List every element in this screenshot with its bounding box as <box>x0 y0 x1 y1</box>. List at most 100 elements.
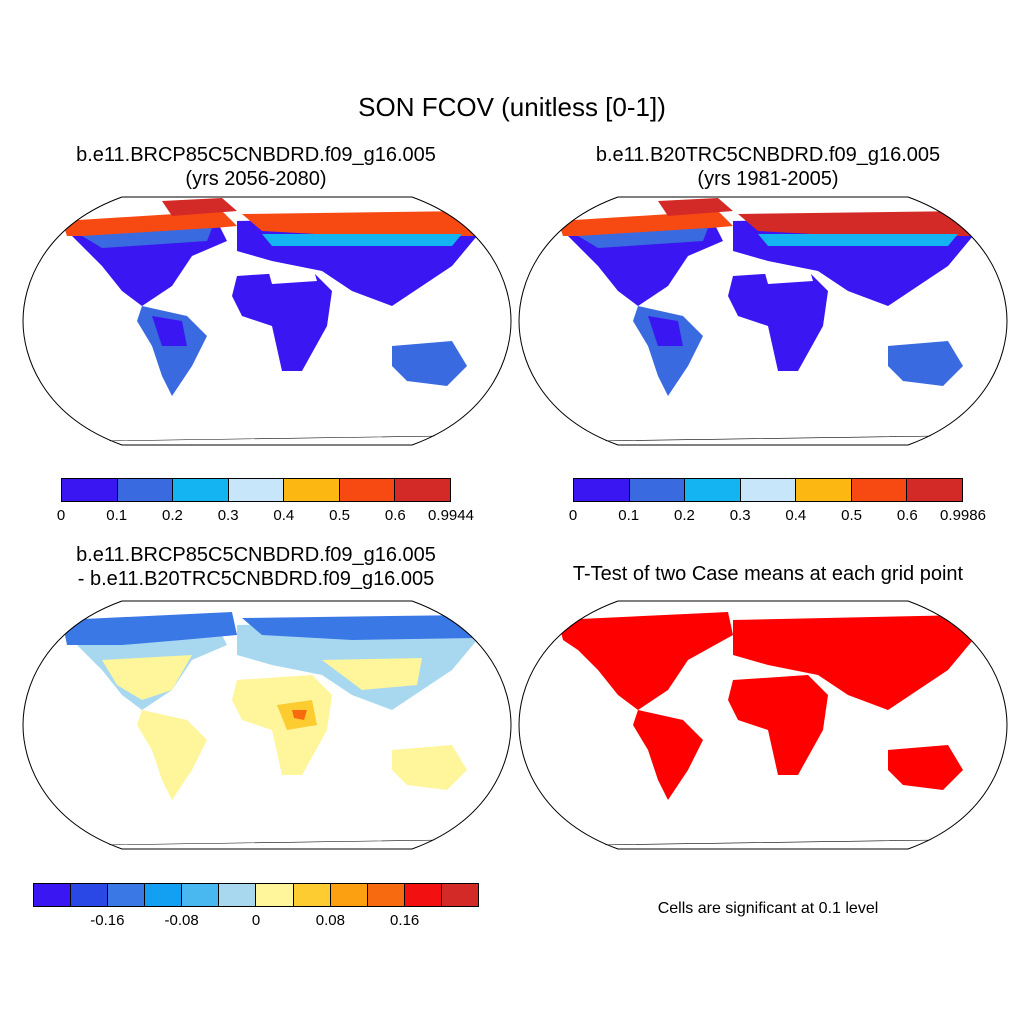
panel4-map <box>518 600 1008 850</box>
colorbar-swatch <box>367 884 405 906</box>
panel1-map-border <box>22 196 512 446</box>
colorbar-swatch <box>330 884 368 906</box>
colorbar-swatch <box>404 884 442 906</box>
greenland-edge <box>162 198 237 216</box>
colorbar-tick-label: 0.5 <box>329 507 350 524</box>
panel1-land <box>62 198 477 446</box>
colorbar-swatch <box>284 479 340 501</box>
australia <box>888 745 963 790</box>
south-america <box>137 710 207 800</box>
colorbar-tick-label: -0.16 <box>90 912 125 929</box>
north-america-south <box>102 655 192 700</box>
africa <box>728 271 828 371</box>
colorbar-tick-label: 0 <box>56 507 66 524</box>
colorbar-swatch <box>173 479 229 501</box>
panel3-land <box>62 612 477 850</box>
panel4-title: T-Test of two Case means at each grid po… <box>512 562 1024 586</box>
south-america <box>633 710 703 800</box>
panel2-colorbar <box>573 478 963 502</box>
colorbar-tick-label: 0.9986 <box>940 507 986 524</box>
africa <box>232 271 332 371</box>
australia <box>392 341 467 386</box>
figure-title: SON FCOV (unitless [0-1]) <box>358 92 666 122</box>
panel2-title: b.e11.B20TRC5CNBDRD.f09_g16.005 (yrs 198… <box>512 143 1024 191</box>
colorbar-tick-label: 0 <box>568 507 578 524</box>
colorbar-swatch <box>34 884 72 906</box>
antarctica <box>91 435 464 446</box>
africa-hotspot <box>292 710 307 720</box>
colorbar-swatch <box>395 479 451 501</box>
colorbar-swatch <box>574 479 630 501</box>
colorbar-swatch <box>71 884 109 906</box>
asia-south <box>322 658 422 690</box>
africa <box>232 675 332 775</box>
australia <box>392 745 467 790</box>
colorbar-tick-label: 0.08 <box>315 912 345 929</box>
antarctica <box>587 839 960 850</box>
colorbar-swatch <box>907 479 963 501</box>
sahara-blank <box>763 264 813 284</box>
colorbar-swatch <box>228 479 285 501</box>
north-america-boreal <box>62 612 237 645</box>
amazon <box>648 316 683 346</box>
colorbar-tick-label: 0.4 <box>273 507 295 524</box>
antarctica <box>91 839 464 850</box>
panel1-title-line2: (yrs 2056-2080) <box>185 168 327 190</box>
eurasia-boreal <box>242 211 477 236</box>
panel1-map <box>22 196 512 446</box>
colorbar-tick-label: 0 <box>251 912 261 929</box>
panel3-colorbar <box>33 883 479 907</box>
panel2-land <box>558 198 973 446</box>
australia <box>888 341 963 386</box>
colorbar-swatch <box>293 884 331 906</box>
colorbar-tick-label: 0.3 <box>729 507 751 524</box>
eurasia-boreal <box>242 615 477 640</box>
sahara-blank <box>267 264 317 284</box>
colorbar-tick-label: 0.4 <box>785 507 807 524</box>
colorbar-swatch <box>629 479 686 501</box>
amazon <box>152 316 187 346</box>
colorbar-tick-label: 0.2 <box>673 507 695 524</box>
panel4-land <box>558 612 973 850</box>
colorbar-swatch <box>441 884 478 906</box>
colorbar-swatch <box>339 479 396 501</box>
panel3-map-border <box>22 600 512 850</box>
panel4-title-line1: T-Test of two Case means at each grid po… <box>572 563 964 585</box>
colorbar-swatch <box>182 884 220 906</box>
panel2-map-border <box>518 196 1008 446</box>
colorbar-tick-label: -0.08 <box>164 912 199 929</box>
colorbar-swatch <box>851 479 908 501</box>
colorbar-tick-label: 0.16 <box>390 912 420 929</box>
colorbar-swatch <box>108 884 146 906</box>
significance-note: Cells are significant at 0.1 level <box>657 900 879 917</box>
south-america <box>137 306 207 396</box>
panel2-title-line2: (yrs 1981-2005) <box>697 168 839 190</box>
panel4-map-border <box>518 600 1008 850</box>
eurasia-boreal <box>738 211 973 236</box>
colorbar-tick-label: 0.6 <box>384 507 406 524</box>
south-america <box>633 306 703 396</box>
panel1-colorbar <box>61 478 451 502</box>
north-america <box>558 612 733 710</box>
colorbar-swatch <box>145 884 183 906</box>
panel2-map <box>518 196 1008 446</box>
panel3-map <box>22 600 512 850</box>
colorbar-swatch <box>796 479 852 501</box>
colorbar-tick-label: 0.2 <box>161 507 183 524</box>
panel1-title-line1: b.e11.BRCP85C5CNBDRD.f09_g16.005 <box>76 144 436 166</box>
colorbar-swatch <box>256 884 294 906</box>
colorbar-tick-label: 0.5 <box>841 507 862 524</box>
colorbar-tick-label: 0.3 <box>217 507 239 524</box>
panel3-title: b.e11.BRCP85C5CNBDRD.f09_g16.005 - b.e11… <box>0 543 512 591</box>
colorbar-tick-label: 0.6 <box>896 507 918 524</box>
eurasia-transition <box>758 234 958 246</box>
eurasia <box>733 615 973 710</box>
north-america-midlat <box>82 228 212 248</box>
greenland-edge <box>658 198 733 216</box>
colorbar-swatch <box>117 479 174 501</box>
antarctica <box>587 435 960 446</box>
panel1-title: b.e11.BRCP85C5CNBDRD.f09_g16.005 (yrs 20… <box>0 143 512 191</box>
colorbar-swatch <box>62 479 118 501</box>
panel3-title-line1: b.e11.BRCP85C5CNBDRD.f09_g16.005 <box>76 544 436 566</box>
panel2-title-line1: b.e11.B20TRC5CNBDRD.f09_g16.005 <box>595 144 941 166</box>
